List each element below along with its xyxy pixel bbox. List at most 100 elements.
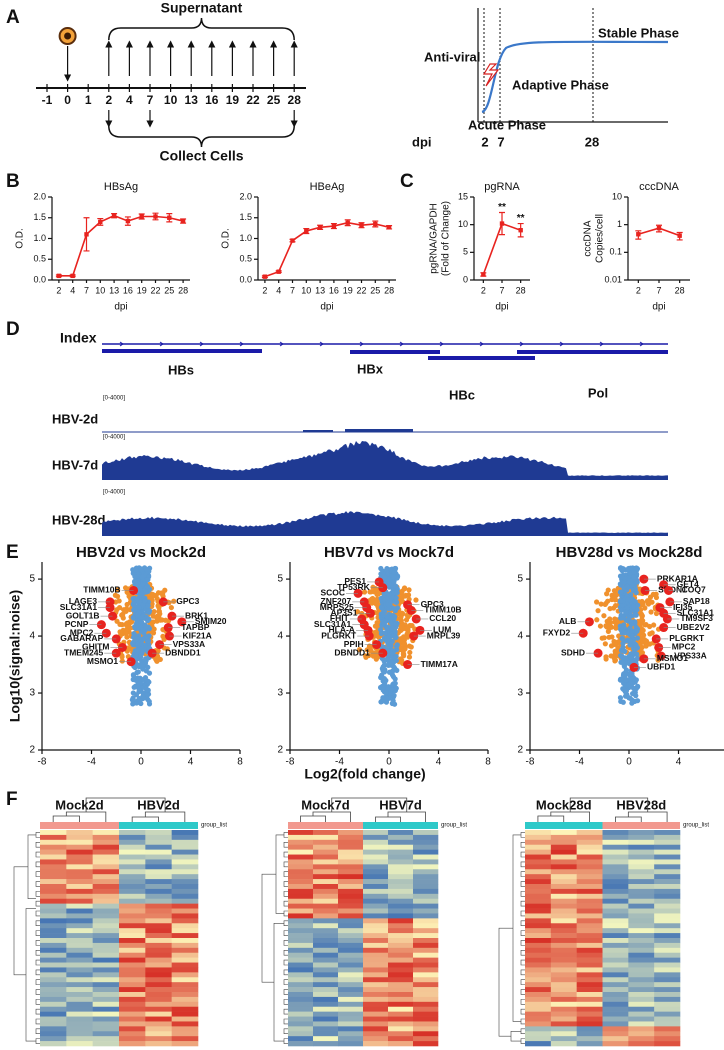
heatmap-cell xyxy=(363,942,389,949)
heatmap-cell xyxy=(602,957,629,963)
gene-label: PCNP xyxy=(65,619,89,629)
heatmap-cell xyxy=(576,967,603,973)
point-cloud xyxy=(398,636,404,642)
heatmap-cell xyxy=(288,938,314,944)
heatmap-cell xyxy=(66,918,93,924)
heatmap-cell xyxy=(119,854,146,860)
point-cloud xyxy=(386,642,392,648)
point-cloud xyxy=(117,621,123,627)
heatmap-cell xyxy=(119,830,146,836)
heatmap-cell xyxy=(413,1011,439,1017)
heatmap-cell xyxy=(338,903,364,909)
heatmap-cell xyxy=(413,1041,439,1047)
heatmap-cell xyxy=(525,854,552,860)
heatmap-cell xyxy=(66,849,93,855)
point-cloud xyxy=(620,640,626,646)
heatmap-cell xyxy=(145,834,172,841)
heatmap-cell xyxy=(92,957,120,963)
heatmap-cell xyxy=(288,942,314,949)
heatmap-cell xyxy=(576,1026,603,1032)
heatmap-cell xyxy=(628,898,655,904)
heatmap-cell xyxy=(525,869,552,875)
heatmap-cell xyxy=(388,903,414,909)
point xyxy=(677,233,682,238)
gene-label: MSMO1 xyxy=(657,653,688,663)
heatmap-cell xyxy=(288,849,314,855)
label: 7 xyxy=(497,134,504,149)
heatmap-cell xyxy=(602,977,629,983)
heatmap-cell xyxy=(145,918,172,924)
heatmap-cell xyxy=(171,874,199,880)
heatmap-cell xyxy=(171,977,199,983)
heatmap-cell xyxy=(171,903,199,909)
heatmap-cell xyxy=(654,942,681,949)
label: Anti-viral xyxy=(424,49,480,64)
point-cloud xyxy=(612,651,618,657)
heatmap-cell xyxy=(654,869,681,875)
heatmap-cell xyxy=(40,1006,67,1012)
heatmap-cell xyxy=(576,1041,603,1047)
heatmap-cell xyxy=(550,913,577,919)
point xyxy=(290,238,295,243)
point-cloud xyxy=(648,609,654,615)
heatmap-cell xyxy=(413,938,439,944)
heatmap-cell xyxy=(602,903,629,909)
point-cloud xyxy=(399,594,406,600)
heatmap-cell xyxy=(313,898,339,904)
heatmap-cell xyxy=(628,1026,655,1032)
point-cloud xyxy=(132,684,138,690)
label: [0-4000] xyxy=(103,490,125,496)
group-bar xyxy=(119,822,198,829)
heatmap-cell xyxy=(40,869,67,875)
heatmap-cell xyxy=(363,830,389,836)
strand-arrow xyxy=(439,341,444,347)
heatmap-cell xyxy=(313,918,339,924)
heatmap-cell xyxy=(550,874,577,880)
point-cloud xyxy=(613,603,619,609)
heatmap-cell xyxy=(288,1026,314,1032)
point-cloud xyxy=(632,586,638,592)
gene-label: SDHD xyxy=(561,647,585,657)
day-label: 4 xyxy=(126,93,133,107)
heatmap-cell xyxy=(654,987,681,993)
point-cloud xyxy=(361,589,368,595)
point-cloud xyxy=(134,636,140,642)
heatmap-cell xyxy=(313,952,339,958)
heatmap-cell xyxy=(525,834,552,841)
point xyxy=(139,214,144,219)
x-tick-label: 4 xyxy=(676,757,682,768)
point-cloud xyxy=(601,613,607,619)
heatmap-cell xyxy=(602,893,629,900)
x-axis-label: dpi xyxy=(320,302,333,313)
heatmap-cell xyxy=(654,874,681,880)
strand-arrow xyxy=(639,341,644,347)
heatmap-cell xyxy=(388,1011,414,1017)
coverage xyxy=(303,430,333,432)
heatmap-cell xyxy=(576,923,603,929)
point-cloud xyxy=(406,587,412,593)
gene-label: FHIT xyxy=(330,613,350,623)
x-tick-label: 4 xyxy=(436,757,442,768)
heatmap-cell xyxy=(92,830,120,836)
group-bar xyxy=(525,822,603,829)
x-tick-label: 2 xyxy=(636,285,641,295)
gene-label: GPC3 xyxy=(176,596,199,606)
heatmap-cell xyxy=(66,830,93,836)
point-cloud xyxy=(119,612,125,618)
gene-label: ZNF207 xyxy=(321,596,352,606)
heatmap-cell xyxy=(119,849,146,855)
heatmap-cell xyxy=(92,1041,120,1047)
heatmap-cell xyxy=(288,967,314,973)
point-cloud xyxy=(370,652,376,658)
point-cloud xyxy=(168,604,174,611)
heatmap-cell xyxy=(576,859,603,865)
point xyxy=(317,225,323,230)
group-label: Mock28d xyxy=(536,797,592,812)
heatmap-cell xyxy=(171,1026,199,1032)
point-cloud xyxy=(154,615,160,621)
y-tick-label: 4 xyxy=(277,631,283,642)
chart-title: cccDNA xyxy=(639,181,679,193)
brace xyxy=(108,125,295,148)
heatmap-cell xyxy=(145,1041,172,1047)
heatmap-cell xyxy=(313,874,339,880)
